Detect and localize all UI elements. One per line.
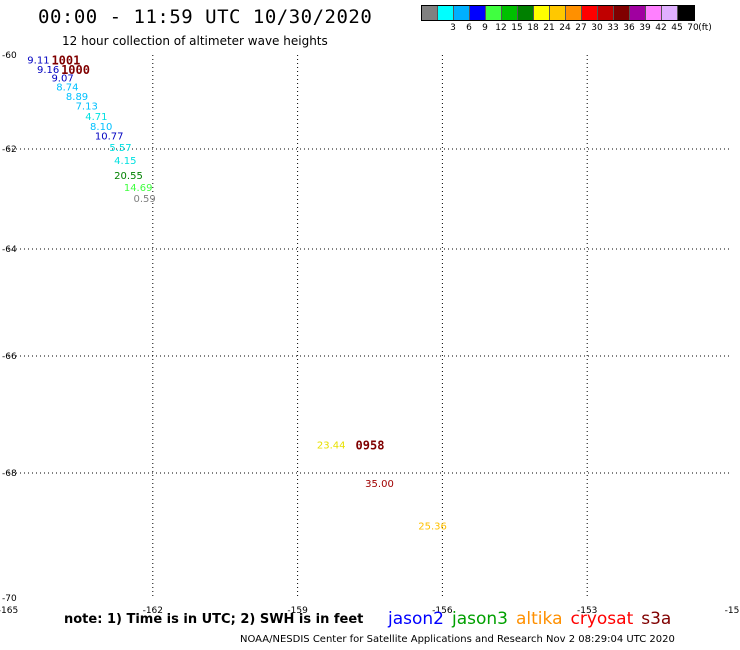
legend-label: 3 <box>450 23 456 33</box>
wave-height-value: 9.07 <box>51 73 73 84</box>
wave-height-value: 8.74 <box>56 83 78 94</box>
wave-height-value: 4.15 <box>114 156 136 167</box>
legend-swatch <box>614 6 630 20</box>
satellite-name: jason3 <box>452 609 508 629</box>
legend-label: 6 <box>466 23 472 33</box>
legend-swatch <box>630 6 646 20</box>
satellite-name: s3a <box>641 609 672 629</box>
legend-label: 33 <box>607 23 619 33</box>
legend-swatch <box>550 6 566 20</box>
lon-tick-label: -15 <box>725 606 740 616</box>
legend-label: 15 <box>511 23 523 33</box>
legend-unit: (ft) <box>698 23 712 33</box>
satellite-name: jason2 <box>388 609 444 629</box>
legend-label: 45 <box>671 23 683 33</box>
legend-label: 18 <box>527 23 539 33</box>
lon-tick-label: -162 <box>143 606 163 616</box>
lat-tick-label: -68 <box>2 469 17 479</box>
map-title: 00:00 - 11:59 UTC 10/30/2020 <box>38 6 373 28</box>
legend-label: 70 <box>687 23 699 33</box>
legend-swatch <box>454 6 470 20</box>
legend-swatch <box>518 6 534 20</box>
lon-tick-label: -165 <box>0 606 18 616</box>
legend-label: 30 <box>591 23 603 33</box>
legend-swatch <box>438 6 454 20</box>
color-legend: 3 6 9 12 15 18 21 24 27 30 33 36 39 42 45 70 (ft) <box>421 5 712 35</box>
lat-tick-label: -64 <box>2 245 17 255</box>
footer-note: note: 1) Time is in UTC; 2) SWH is in fe… <box>64 612 364 627</box>
lat-tick-label: -60 <box>2 51 17 61</box>
legend-label: 39 <box>639 23 651 33</box>
legend-label: 24 <box>559 23 571 33</box>
legend-swatch <box>486 6 502 20</box>
pressure-value: 1001 <box>51 53 80 67</box>
legend-swatch <box>422 6 438 20</box>
wave-height-value: 20.55 <box>114 171 143 182</box>
wave-height-value: 8.10 <box>90 122 112 133</box>
legend-swatch <box>502 6 518 20</box>
wave-height-value: 14.69 <box>124 183 153 194</box>
legend-label: 21 <box>543 23 555 33</box>
legend-label: 27 <box>575 23 587 33</box>
wave-height-value: 5.57 <box>109 143 131 154</box>
lon-tick-label: -153 <box>577 606 597 616</box>
legend-swatch <box>598 6 614 20</box>
pressure-value: 1000 <box>61 63 90 77</box>
wave-height-value: 25.36 <box>418 521 447 532</box>
lat-tick-label: -62 <box>2 145 17 155</box>
observations-layer: 9.119.169.078.748.897.134.718.1010.775.5… <box>27 53 447 532</box>
legend-swatch <box>678 6 694 20</box>
wave-height-value: 7.13 <box>76 102 98 113</box>
legend-swatch <box>582 6 598 20</box>
legend-label: 42 <box>655 23 667 33</box>
legend-swatch <box>646 6 662 20</box>
wave-height-value: 9.11 <box>27 55 49 66</box>
footer-credit: NOAA/NESDIS Center for Satellite Applica… <box>240 634 675 645</box>
legend-label: 36 <box>623 23 635 33</box>
legend-labels: 3 6 9 12 15 18 21 24 27 30 33 36 39 42 45 70 (ft) <box>421 21 712 35</box>
pressure-value: 0958 <box>356 438 385 452</box>
wave-height-value: 4.71 <box>85 112 107 123</box>
legend-color-bar <box>421 5 695 21</box>
wave-height-value: 9.16 <box>37 65 59 76</box>
lon-tick-label: -156 <box>432 606 453 616</box>
wave-height-value: 8.89 <box>66 92 88 103</box>
wave-height-value: 23.44 <box>317 440 346 451</box>
satellite-name: altika <box>516 609 563 629</box>
legend-swatch <box>470 6 486 20</box>
map-subtitle: 12 hour collection of altimeter wave hei… <box>62 34 328 48</box>
legend-swatch <box>662 6 678 20</box>
lat-tick-label: -66 <box>2 352 17 362</box>
legend-swatch <box>566 6 582 20</box>
map-grid <box>8 55 732 598</box>
legend-swatch <box>534 6 550 20</box>
legend-label: 12 <box>495 23 507 33</box>
satellite-legend: jason2 jason3 altika cryosat s3a <box>388 609 679 629</box>
map-axes: -165 -162 -159 -156 -153 -15 -60 -62 -64 -66 -68 -7… <box>0 51 739 616</box>
legend-label: 9 <box>482 23 488 33</box>
satellite-name: cryosat <box>570 609 634 629</box>
lat-tick-label: -70 <box>2 594 17 604</box>
wave-height-value: 10.77 <box>95 132 124 143</box>
lon-tick-label: -159 <box>287 606 308 616</box>
wave-height-value: 35.00 <box>365 479 394 490</box>
wave-height-value: 0.59 <box>133 194 155 205</box>
